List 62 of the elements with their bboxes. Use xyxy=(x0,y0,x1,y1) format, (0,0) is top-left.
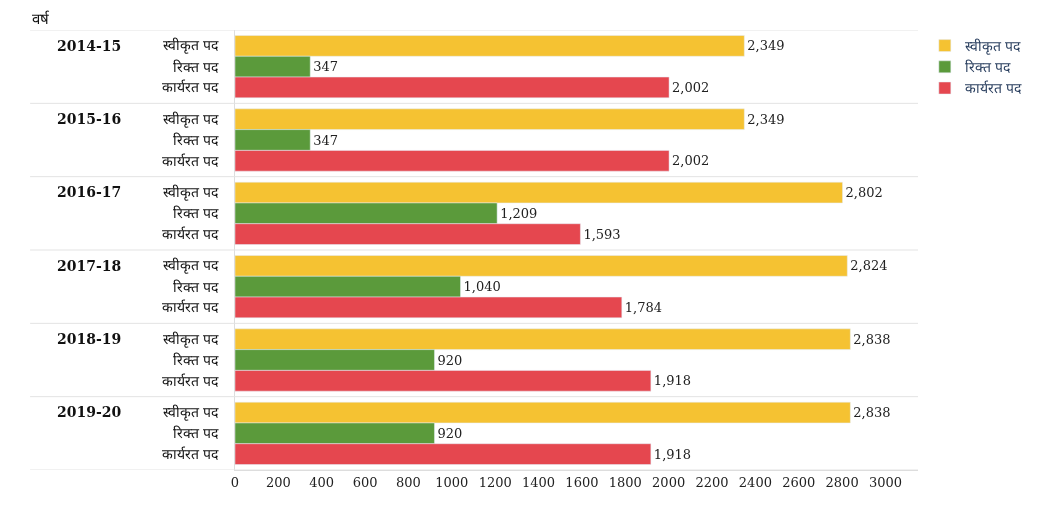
text: कार्यरत पद xyxy=(162,299,219,315)
legend-label: कार्यरत पद xyxy=(964,80,1023,97)
data-label: 1,209 xyxy=(500,205,538,221)
x-tick-label: 2400 xyxy=(738,474,772,490)
x-tick-label: 2000 xyxy=(652,474,686,490)
data-label: 2,838 xyxy=(853,331,891,347)
x-tick-label: 2800 xyxy=(825,474,859,490)
y-tick-label: 2014-15 xyxy=(56,37,122,54)
y-tick-label: 2019-20 xyxy=(56,404,122,421)
x-tick-label: 2600 xyxy=(782,474,816,490)
text: स्वीकृत पद xyxy=(163,404,219,420)
text: कार्यरत पद xyxy=(162,153,219,169)
data-label: 1,040 xyxy=(463,279,501,295)
data-label: 2,002 xyxy=(672,79,710,95)
x-tick-label: 1600 xyxy=(565,474,599,490)
x-tick-label: 3000 xyxy=(868,474,903,490)
x-tick-label: 1800 xyxy=(608,474,642,490)
text: रिक्त पद xyxy=(173,132,219,148)
y-tick-label: 2015-16 xyxy=(56,111,122,128)
x-tick-label: 2200 xyxy=(695,474,729,490)
text: स्वीकृत पद xyxy=(163,111,219,127)
text: रिक्त पद xyxy=(173,425,219,441)
data-label: 2,838 xyxy=(853,405,891,421)
data-label: 1,784 xyxy=(624,299,663,315)
text: स्वीकृत पद xyxy=(163,331,219,347)
data-label: 1,593 xyxy=(583,226,621,242)
data-label: 347 xyxy=(313,59,339,75)
x-tick-label: 600 xyxy=(352,474,378,490)
legend-label: स्वीकृत पद xyxy=(964,38,1022,56)
y-tick-label: 2018-19 xyxy=(56,331,122,348)
text: स्वीकृत पद xyxy=(163,257,219,273)
data-label: 2,802 xyxy=(845,185,883,201)
data-label: 2,349 xyxy=(747,38,785,54)
data-label: 2,824 xyxy=(850,258,888,274)
x-tick-label: 200 xyxy=(265,474,291,490)
data-label: 920 xyxy=(437,352,463,368)
x-tick-label: 1000 xyxy=(435,474,469,490)
text: रिक्त पद xyxy=(173,205,219,221)
x-tick-label: 1200 xyxy=(478,474,512,490)
x-tick-label: 800 xyxy=(396,474,421,490)
legend-label: रिक्त पद xyxy=(964,59,1012,76)
data-label: 347 xyxy=(313,132,339,148)
y-tick-label: 2017-18 xyxy=(56,257,122,274)
text: कार्यरत पद xyxy=(162,446,219,462)
text: कार्यरत पद xyxy=(162,226,219,242)
data-label: 2,002 xyxy=(672,153,710,169)
text: स्वीकृत पद xyxy=(163,37,219,53)
text: रिक्त पद xyxy=(173,352,219,368)
text: कार्यरत पद xyxy=(162,79,219,95)
x-tick-label: 1400 xyxy=(522,474,556,490)
x-tick-label: 0 xyxy=(230,474,240,490)
text: कार्यरत पद xyxy=(162,373,219,389)
data-label: 920 xyxy=(437,425,463,441)
text: रिक्त पद xyxy=(173,279,219,295)
text: स्वीकृत पद xyxy=(163,184,219,200)
text: वर्ष xyxy=(32,10,50,28)
data-label: 2,349 xyxy=(747,111,785,127)
text: रिक्त पद xyxy=(173,59,219,75)
data-label: 1,918 xyxy=(653,446,692,462)
x-tick-label: 400 xyxy=(309,474,335,490)
data-label: 1,918 xyxy=(653,373,692,389)
y-tick-label: 2016-17 xyxy=(56,184,122,201)
